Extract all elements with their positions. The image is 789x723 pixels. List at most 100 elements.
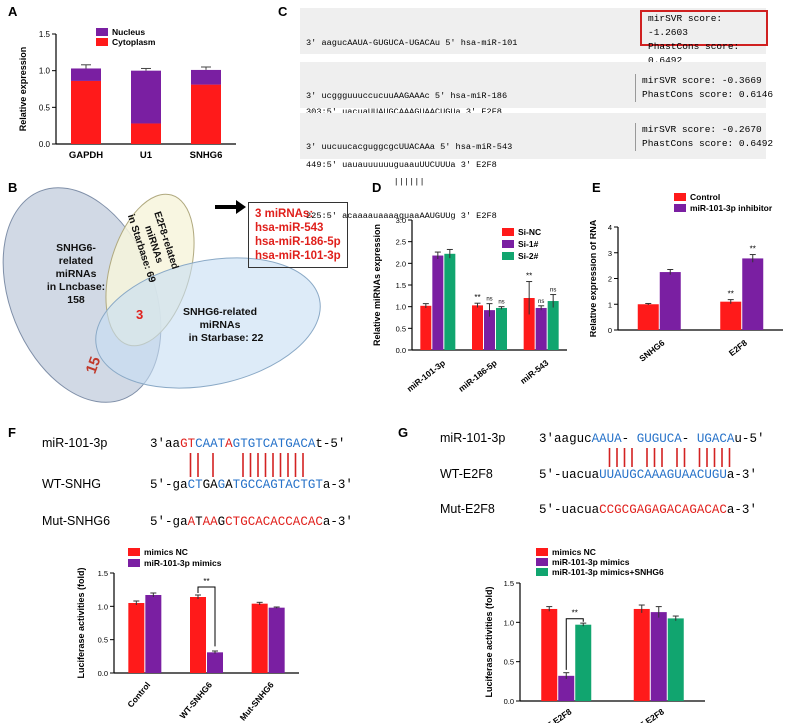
g-wt-label: WT-E2F8 (440, 467, 493, 481)
chart-d-mirna-expression: 0.0 0.5 1.0 1.5 2.0 2.5 3.0 Relative miRNAs exp… (372, 216, 567, 394)
bar (523, 298, 535, 350)
venn-star-line: miRNAs (200, 319, 241, 331)
f-pairing-lines (189, 453, 304, 477)
alignment-chip-mir543 (300, 113, 766, 159)
y-tick-label: 0.0 (504, 697, 514, 706)
y-tick-label: 2.0 (396, 259, 406, 268)
chart-f-luciferase: 0.0 0.5 1.0 1.5 Luciferase activities (fold)… (76, 547, 299, 723)
bar (650, 612, 667, 701)
y-tick-label: 4 (608, 223, 612, 232)
x-tick-label: SNHG6 (190, 150, 223, 161)
g-mut-label: Mut-E2F8 (440, 502, 495, 516)
bar (432, 255, 444, 350)
alignment-line: 3' uucuucacguggcgcUUACAAa 5' hsa-miR-543 (306, 142, 513, 152)
y-tick-label: 1.0 (98, 602, 108, 611)
bar (720, 301, 742, 330)
y-tick-label: 1.0 (504, 618, 514, 627)
bar (496, 307, 507, 350)
bar-segment (131, 70, 161, 124)
mirna-result-box: 3 miRNAs: hsa-miR-543 hsa-miR-186-5p hsa… (248, 202, 348, 268)
legend-label: miR-101-3p mimics (144, 558, 222, 568)
mirna-result-item: hsa-miR-186-5p (255, 236, 341, 248)
g-mir-seq: 3'aagucAAUA- GUGUCA- UGACAu-5' (539, 432, 764, 446)
bar (558, 675, 575, 701)
x-tick-label: Mut-SNHG6 (238, 680, 276, 723)
y-axis-label: Relative expression of RNA (590, 219, 598, 337)
significance-label: ns (538, 299, 544, 305)
y-axis-label: Luciferase activities (fold) (76, 567, 86, 678)
bar (190, 597, 206, 673)
y-tick-label: 1.5 (396, 281, 406, 290)
phastcons-score: PhastCons score: 0.6492 (642, 138, 774, 149)
mirna-result-item: hsa-miR-543 (255, 222, 324, 234)
bar (207, 652, 223, 673)
panel-letter-g: G (398, 425, 409, 440)
x-tick-label: E2F8 (727, 338, 749, 359)
y-tick-label: 0.5 (396, 324, 406, 333)
y-tick-label: 0 (608, 326, 612, 335)
chart-e-rna-expression: 0 1 2 3 4 Relative expression of RNA SNHG6 ** **… (590, 192, 783, 364)
legend-swatch (536, 558, 548, 566)
bar (128, 603, 145, 673)
venn-overlap-all: 3 (136, 307, 143, 322)
alignment-line: |||||| (306, 176, 425, 187)
panel-letter-e: E (592, 180, 601, 195)
phastcons-score: PhastCons score: 0.6146 (642, 89, 774, 100)
y-tick-label: 1.5 (39, 30, 51, 39)
significance-label: ** (728, 290, 734, 299)
bar (637, 304, 659, 330)
legend-swatch (502, 240, 514, 248)
venn-lnc-line: miRNAs (56, 268, 97, 280)
venn-overlap-15: 15 (83, 354, 105, 375)
score-box-mir186: mirSVR score: -0.3669 PhastCons score: 0… (635, 74, 773, 102)
legend-label: miR-101-3p mimics (552, 557, 630, 567)
panel-letter-d: D (372, 180, 382, 195)
bar-segment (71, 68, 101, 81)
x-tick-label: WT-SNHG6 (178, 680, 215, 721)
significance-label: ns (486, 297, 492, 303)
bar-segment (71, 80, 101, 144)
legend-label: Si-2# (518, 251, 539, 261)
score-box-mir101: mirSVR score: -1.2603 PhastCons score: 0… (640, 10, 768, 66)
significance-label: ** (203, 577, 209, 586)
panel-letter-b: B (8, 180, 18, 195)
significance-label: ** (526, 272, 532, 281)
y-tick-label: 1.5 (98, 569, 108, 578)
y-tick-label: 2.5 (396, 238, 406, 247)
mirsvr-score: mirSVR score: -1.2603 (648, 13, 723, 38)
alignment-chip-mir186 (300, 62, 766, 108)
bar (633, 608, 650, 701)
legend-swatch (674, 204, 686, 212)
y-axis-label: Relative expression (18, 47, 28, 132)
bar (268, 607, 285, 673)
legend-label: Si-NC (518, 227, 541, 237)
significance-bracket (565, 618, 584, 670)
x-tick-label: U1 (140, 150, 153, 161)
legend-swatch (536, 548, 548, 556)
mirsvr-score: mirSVR score: -0.2670 (642, 124, 762, 135)
bar (444, 253, 456, 350)
y-tick-label: 0.0 (98, 669, 108, 678)
significance-bracket (197, 586, 216, 647)
legend-label: Nucleus (112, 27, 145, 37)
legend-label: mimics NC (552, 547, 596, 557)
legend-swatch (128, 559, 140, 567)
bar-segment (191, 84, 221, 144)
alignment-line: 3' ucggguuuccucuuAAGAAAc 5' hsa-miR-186 (306, 91, 508, 101)
bar (541, 608, 558, 701)
panel-g-alignment: miR-101-3p WT-E2F8 Mut-E2F8 3'aagucAAUA-… (440, 431, 764, 517)
score-box-mir543: mirSVR score: -0.2670 PhastCons score: 0… (635, 123, 773, 151)
alignment-line: 225:5' acaaaauaaaaguaaAAUGUUg 3' E2F8 (306, 211, 497, 221)
legend-label: miR-101-3p mimics+SNHG6 (552, 567, 664, 577)
bar-segment (191, 69, 221, 85)
y-tick-label: 0.5 (98, 636, 108, 645)
f-wt-seq: 5'-gaCTGAGATGCCAGTACTGTa-3' (150, 478, 353, 492)
legend-swatch (96, 28, 108, 36)
f-mut-label: Mut-SNHG6 (42, 514, 110, 528)
y-tick-label: 0.5 (504, 658, 514, 667)
alignment-line: 303:5' uacuaUUAUGCAAAGUAACUGUa 3' E2F8 (306, 107, 502, 117)
panel-f-alignment: miR-101-3p WT-SNHG Mut-SNHG6 3'aaGTCAATA… (42, 436, 353, 529)
panel-letter-c: C (278, 4, 288, 19)
bar (484, 310, 495, 350)
bar (575, 624, 592, 701)
